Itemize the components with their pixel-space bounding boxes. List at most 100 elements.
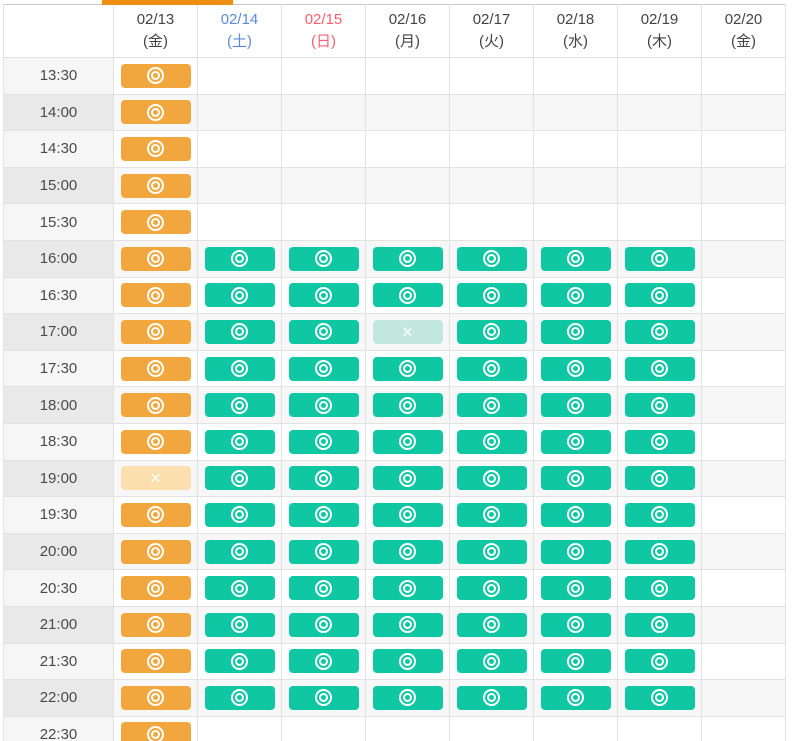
slot-available-button[interactable] xyxy=(120,722,191,741)
slot-available-button[interactable] xyxy=(120,429,191,454)
slot-available-button[interactable] xyxy=(540,429,611,454)
slot-available-button[interactable] xyxy=(624,539,695,564)
slot-available-button[interactable] xyxy=(456,466,527,491)
slot-available-button[interactable] xyxy=(456,393,527,418)
slot-available-button[interactable] xyxy=(624,429,695,454)
slot-available-button[interactable] xyxy=(624,612,695,637)
slot-available-button[interactable] xyxy=(372,246,443,271)
slot-available-button[interactable] xyxy=(540,539,611,564)
slot-available-button[interactable] xyxy=(288,502,359,527)
slot-available-button[interactable] xyxy=(288,539,359,564)
slot-available-button[interactable] xyxy=(372,502,443,527)
slot-available-button[interactable] xyxy=(540,356,611,381)
slot-available-button[interactable] xyxy=(288,429,359,454)
slot-cell xyxy=(197,679,282,717)
slot-available-button[interactable] xyxy=(120,210,191,235)
slot-available-button[interactable] xyxy=(288,246,359,271)
slot-available-button[interactable] xyxy=(624,466,695,491)
slot-available-button[interactable] xyxy=(540,283,611,308)
slot-available-button[interactable] xyxy=(288,466,359,491)
slot-available-button[interactable] xyxy=(120,100,191,125)
slot-available-button[interactable] xyxy=(372,649,443,674)
slot-available-button[interactable] xyxy=(120,356,191,381)
slot-available-button[interactable] xyxy=(624,283,695,308)
slot-available-button[interactable] xyxy=(204,356,275,381)
slot-available-button[interactable] xyxy=(120,393,191,418)
slot-available-button[interactable] xyxy=(204,612,275,637)
slot-cell: × xyxy=(113,459,198,498)
slot-available-button[interactable] xyxy=(372,393,443,418)
slot-available-button[interactable] xyxy=(540,393,611,418)
slot-available-button[interactable] xyxy=(372,283,443,308)
slot-available-button[interactable] xyxy=(372,429,443,454)
slot-available-button[interactable] xyxy=(456,612,527,637)
slot-available-button[interactable] xyxy=(456,283,527,308)
slot-available-button[interactable] xyxy=(288,356,359,381)
slot-available-button[interactable] xyxy=(288,283,359,308)
slot-available-button[interactable] xyxy=(456,649,527,674)
slot-available-button[interactable] xyxy=(372,576,443,601)
slot-available-button[interactable] xyxy=(540,502,611,527)
slot-available-button[interactable] xyxy=(204,502,275,527)
slot-available-button[interactable] xyxy=(540,246,611,271)
slot-available-button[interactable] xyxy=(456,539,527,564)
slot-available-button[interactable] xyxy=(372,356,443,381)
slot-available-button[interactable] xyxy=(456,246,527,271)
slot-available-button[interactable] xyxy=(288,685,359,710)
slot-available-button[interactable] xyxy=(120,173,191,198)
slot-available-button[interactable] xyxy=(456,502,527,527)
slot-available-button[interactable] xyxy=(288,393,359,418)
slot-available-button[interactable] xyxy=(288,612,359,637)
slot-available-button[interactable] xyxy=(204,429,275,454)
slot-available-button[interactable] xyxy=(120,319,191,344)
slot-available-button[interactable] xyxy=(456,319,527,344)
slot-available-button[interactable] xyxy=(372,466,443,491)
slot-available-button[interactable] xyxy=(540,612,611,637)
slot-available-button[interactable] xyxy=(204,539,275,564)
slot-available-button[interactable] xyxy=(624,319,695,344)
slot-cell xyxy=(197,459,282,498)
slot-available-button[interactable] xyxy=(624,685,695,710)
slot-available-button[interactable] xyxy=(624,356,695,381)
slot-available-button[interactable] xyxy=(204,685,275,710)
slot-available-button[interactable] xyxy=(624,246,695,271)
slot-available-button[interactable] xyxy=(120,63,191,88)
slot-available-button[interactable] xyxy=(120,576,191,601)
slot-available-button[interactable] xyxy=(120,136,191,161)
slot-available-button[interactable] xyxy=(120,246,191,271)
slot-available-button[interactable] xyxy=(288,576,359,601)
slot-available-button[interactable] xyxy=(540,319,611,344)
slot-available-button[interactable] xyxy=(204,319,275,344)
slot-available-button[interactable] xyxy=(624,576,695,601)
slot-available-button[interactable] xyxy=(456,685,527,710)
slot-available-button[interactable] xyxy=(204,576,275,601)
slot-available-button[interactable] xyxy=(204,466,275,491)
slot-available-button[interactable] xyxy=(372,685,443,710)
slot-available-button[interactable] xyxy=(120,612,191,637)
slot-available-button[interactable] xyxy=(540,649,611,674)
slot-available-button[interactable] xyxy=(540,685,611,710)
slot-available-button[interactable] xyxy=(120,283,191,308)
slot-available-button[interactable] xyxy=(456,429,527,454)
slot-available-button[interactable] xyxy=(624,393,695,418)
slot-available-button[interactable] xyxy=(456,356,527,381)
slot-available-button[interactable] xyxy=(204,246,275,271)
slot-available-button[interactable] xyxy=(624,649,695,674)
slot-available-button[interactable] xyxy=(540,576,611,601)
slot-available-button[interactable] xyxy=(624,502,695,527)
bullseye-icon xyxy=(399,652,416,670)
slot-available-button[interactable] xyxy=(288,319,359,344)
slot-available-button[interactable] xyxy=(372,612,443,637)
slot-available-button[interactable] xyxy=(204,649,275,674)
slot-available-button[interactable] xyxy=(372,539,443,564)
slot-available-button[interactable] xyxy=(540,466,611,491)
slot-available-button[interactable] xyxy=(204,283,275,308)
slot-available-button[interactable] xyxy=(120,539,191,564)
slot-available-button[interactable] xyxy=(120,502,191,527)
slot-available-button[interactable] xyxy=(288,649,359,674)
slot-available-button[interactable] xyxy=(204,393,275,418)
slot-available-button[interactable] xyxy=(120,649,191,674)
slot-cell xyxy=(617,313,702,351)
slot-available-button[interactable] xyxy=(456,576,527,601)
slot-available-button[interactable] xyxy=(120,685,191,710)
